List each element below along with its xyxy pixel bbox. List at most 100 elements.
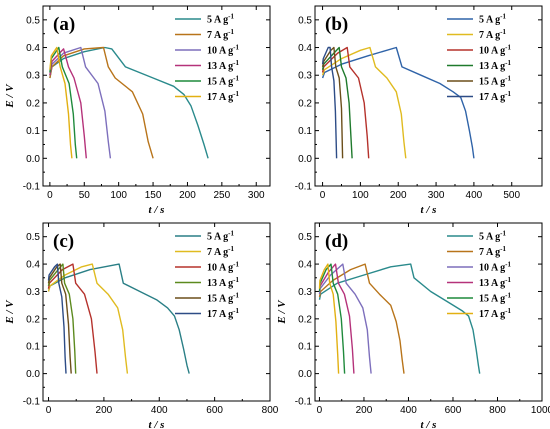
legend-entry: 7 A g-1	[479, 28, 506, 41]
series-line-5	[49, 46, 78, 159]
chart-panel-3: -0.1 0.0 0.1 0.2 0.3 0.4 0.5 0 200 400 600 800 t / s…	[4, 222, 279, 429]
x-tick-label: 50	[79, 190, 91, 201]
series-line-3	[47, 263, 98, 374]
series-line-6	[49, 46, 73, 159]
y-tick-label: 0.3	[26, 287, 40, 298]
chart-panel-4: -0.1 0.0 0.1 0.2 0.3 0.4 0.5 0 200 400 600 800 1000 t…	[276, 222, 550, 429]
legend-entry: 10 A g-1	[479, 261, 511, 274]
x-tick-label: 600	[206, 405, 223, 416]
y-tick-label: 0.4	[298, 43, 312, 54]
y-axis-label: E / V	[4, 83, 16, 109]
legend-entry: 5 A g-1	[207, 230, 234, 243]
series-line-4	[321, 46, 353, 159]
y-tick-label: 0.3	[298, 71, 312, 82]
chart-panel-1: -0.1 0.0 0.1 0.2 0.3 0.4 0.5 0 50 100 150 200 250 300…	[4, 5, 271, 216]
x-tick-label: 100	[110, 190, 127, 201]
legend-entry: 17 A g-1	[479, 307, 511, 320]
x-tick-label: 100	[352, 190, 369, 201]
x-tick-label: 200	[390, 190, 407, 201]
legend-entry: 17 A g-1	[207, 307, 239, 320]
x-axis-label: t / s	[421, 419, 437, 429]
panel-label: (d)	[325, 231, 348, 252]
x-axis-label: t / s	[149, 204, 165, 216]
series-line-5	[321, 46, 344, 159]
y-tick-label: 0.5	[298, 232, 312, 243]
y-tick-label: 0.4	[26, 43, 40, 54]
legend-entry: 13 A g-1	[479, 276, 511, 289]
legend-entry: 7 A g-1	[479, 245, 506, 258]
y-tick-label: 0.0	[298, 154, 312, 165]
chart-panel-2: -0.1 0.0 0.1 0.2 0.3 0.4 0.5 0 100 200 300 400 500 t …	[295, 5, 543, 216]
legend-entry: 10 A g-1	[207, 261, 239, 274]
y-tick-label: 0.4	[298, 260, 312, 271]
series-line-5	[318, 263, 346, 374]
x-tick-label: 0	[317, 405, 323, 416]
y-axis-label: E / V	[276, 299, 288, 325]
series-line-1	[321, 46, 475, 159]
x-tick-label: 800	[262, 405, 279, 416]
series-line-4	[47, 263, 77, 374]
y-tick-label: 0.0	[26, 369, 40, 380]
y-tick-label: 0.2	[298, 314, 312, 325]
series-line-3	[318, 263, 372, 374]
x-tick-label: 250	[214, 190, 231, 201]
y-tick-label: 0.2	[26, 98, 40, 109]
legend-entry: 5 A g-1	[207, 13, 234, 26]
y-axis-label: E / V	[4, 299, 16, 325]
y-tick-label: 0.5	[26, 15, 40, 26]
plot-frame	[314, 222, 543, 402]
legend-entry: 7 A g-1	[207, 28, 234, 41]
x-tick-label: 0	[47, 190, 53, 201]
x-axis-label: t / s	[149, 419, 165, 429]
series-line-6	[321, 46, 338, 159]
legend-entry: 10 A g-1	[207, 44, 239, 57]
x-tick-label: 300	[248, 190, 265, 201]
x-tick-label: 150	[145, 190, 162, 201]
x-tick-label: 400	[400, 405, 417, 416]
x-tick-label: 200	[96, 405, 113, 416]
legend-entry: 15 A g-1	[479, 292, 511, 305]
legend-entry: 13 A g-1	[479, 59, 511, 72]
y-tick-label: 0.3	[298, 287, 312, 298]
y-tick-label: 0.1	[298, 126, 312, 137]
y-tick-label: 0.5	[298, 15, 312, 26]
y-tick-label: -0.1	[295, 397, 313, 408]
legend-entry: 17 A g-1	[479, 90, 511, 103]
legend-entry: 15 A g-1	[207, 75, 239, 88]
panel-label: (b)	[325, 14, 348, 35]
y-tick-label: 0.1	[26, 126, 40, 137]
x-tick-label: 400	[151, 405, 168, 416]
x-tick-label: 600	[445, 405, 462, 416]
series-line-6	[318, 263, 340, 374]
legend-entry: 10 A g-1	[479, 44, 511, 57]
y-tick-label: 0.1	[298, 342, 312, 353]
y-tick-label: -0.1	[23, 397, 41, 408]
y-tick-label: 0.2	[298, 98, 312, 109]
x-axis-label: t / s	[421, 204, 437, 216]
series-line-4	[49, 48, 87, 159]
legend-entry: 13 A g-1	[207, 276, 239, 289]
series-line-1	[47, 263, 190, 374]
panel-label: (c)	[53, 231, 74, 252]
legend-entry: 13 A g-1	[207, 59, 239, 72]
x-tick-label: 800	[489, 405, 506, 416]
series-line-3	[321, 46, 370, 159]
x-tick-label: 0	[46, 405, 52, 416]
series-line-1	[49, 46, 209, 159]
series-line-2	[49, 46, 154, 159]
x-tick-label: 200	[356, 405, 373, 416]
y-tick-label: 0.3	[26, 71, 40, 82]
plot-frame	[314, 5, 543, 187]
series-line-6	[47, 263, 67, 374]
y-tick-label: 0.4	[26, 260, 40, 271]
y-tick-label: 0.0	[26, 154, 40, 165]
y-tick-label: 0.0	[298, 369, 312, 380]
x-tick-label: 0	[320, 190, 326, 201]
legend-entry: 17 A g-1	[207, 90, 239, 103]
plot-frame	[42, 5, 271, 187]
x-tick-label: 200	[179, 190, 196, 201]
series-line-2	[47, 263, 129, 374]
series-line-5	[47, 263, 72, 374]
x-tick-label: 500	[503, 190, 520, 201]
